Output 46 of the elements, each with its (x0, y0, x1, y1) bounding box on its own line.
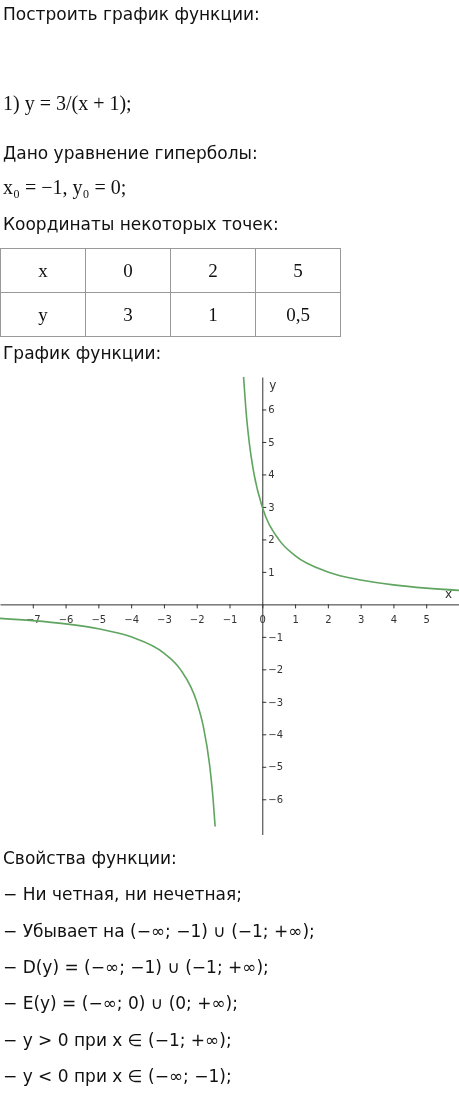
x-tick-label: −4 (124, 614, 140, 626)
x-tick-label: 0 (259, 614, 266, 626)
x-tick-label: 1 (292, 614, 299, 626)
text: Координаты некоторых точек: (3, 214, 279, 234)
y-tick-label: −6 (268, 793, 284, 805)
y-tick-label: 2 (268, 534, 275, 546)
text: − D(y) = (−∞; −1) ∪ (−1; +∞); (3, 956, 269, 977)
y-axis-title: y (269, 378, 277, 392)
text: − E(y) = (−∞; 0) ∪ (0; +∞); (3, 993, 238, 1014)
text: 0 (85, 248, 171, 293)
x-tick-label: −2 (189, 614, 205, 626)
y-tick-label: −1 (268, 631, 284, 643)
text: 1) y = 3/(x + 1); (3, 92, 132, 115)
x-axis-title: x (445, 587, 453, 602)
y-tick-label: 4 (268, 469, 275, 481)
y-tick-label: −2 (268, 664, 284, 676)
y-tick-label: −4 (268, 729, 284, 741)
x-tick-label: −6 (58, 614, 74, 626)
text: − Убывает на (−∞; −1) ∪ (−1; +∞); (3, 920, 315, 941)
y-tick-label: −3 (268, 696, 284, 708)
text: x (0, 248, 86, 293)
line-series (242, 377, 459, 592)
y-tick-label: 6 (268, 404, 275, 416)
y-tick-label: 1 (268, 566, 275, 578)
y-tick-label: 5 (268, 436, 275, 448)
text: 3 (85, 292, 171, 337)
text: − Ни четная, ни нечетная; (3, 884, 242, 905)
x-tick-label: 5 (423, 614, 430, 626)
x-tick-label: 4 (390, 614, 398, 626)
chart-title: Построить график функции: (3, 4, 260, 24)
text: − y < 0 при x ∈ (−∞; −1); (3, 1065, 232, 1086)
text: 0,5 (255, 292, 341, 337)
x-tick-label: −1 (222, 614, 238, 626)
x-tick-label: −5 (91, 614, 107, 626)
text: x₀ = −1, y₀ = 0; (3, 176, 127, 199)
line-series (0, 617, 216, 827)
x-tick-label: 2 (325, 614, 332, 626)
x-tick-label: 3 (357, 614, 365, 626)
x-tick-label: −3 (157, 614, 172, 626)
y-tick-label: 3 (268, 501, 275, 513)
y-tick-label: −5 (268, 761, 284, 773)
text: Свойства функции: (3, 848, 177, 868)
text: Дано уравнение гиперболы: (3, 143, 258, 163)
text: График функции: (3, 343, 162, 363)
text: y (0, 292, 86, 337)
text: − y > 0 при x ∈ (−1; +∞); (3, 1029, 232, 1050)
